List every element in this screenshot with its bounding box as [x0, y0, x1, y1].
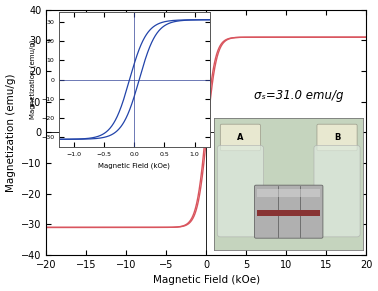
Text: σₛ=31.0 emu/g: σₛ=31.0 emu/g — [254, 89, 344, 102]
X-axis label: Magnetic Field (kOe): Magnetic Field (kOe) — [153, 276, 260, 285]
Y-axis label: Magnetization (emu/g): Magnetization (emu/g) — [6, 73, 15, 191]
